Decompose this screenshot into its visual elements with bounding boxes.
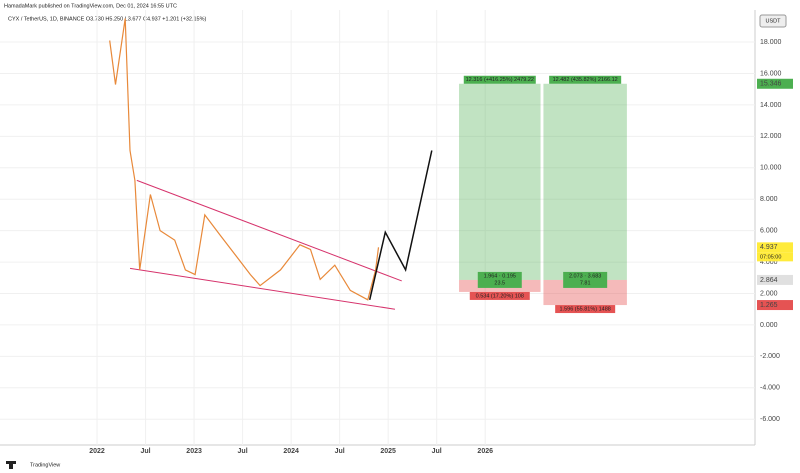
- ratio-sub: 23.5: [494, 280, 505, 286]
- legend: CYX / TetherUS, 1D, BINANCE O3.730 H5.25…: [8, 16, 206, 22]
- x-tick-label: 2023: [186, 448, 202, 455]
- profit-zone: [543, 83, 627, 280]
- trendline: [129, 267, 396, 310]
- y-tick-label: 14.000: [760, 102, 782, 109]
- y-tick-label: 18.000: [760, 39, 782, 46]
- header: HamadaMark published on TradingView.com,…: [4, 3, 177, 9]
- y-tick-label: -6.000: [760, 416, 780, 423]
- x-tick-label: Jul: [335, 448, 345, 455]
- countdown-box: [757, 252, 793, 262]
- stop-badge: 1.265: [760, 302, 778, 309]
- entry-badge: 2.864: [760, 277, 778, 284]
- price-line: [109, 18, 380, 301]
- y-tick-label: 10.000: [760, 165, 782, 172]
- price-line: [368, 150, 433, 300]
- logo: [6, 461, 16, 469]
- ratio-sub: 7.81: [580, 280, 591, 286]
- x-tick-label: Jul: [238, 448, 248, 455]
- ratio-box: [563, 271, 608, 288]
- y-tick-label: 12.000: [760, 133, 782, 140]
- countdown: 07:05:00: [760, 254, 781, 260]
- x-tick-label: 2024: [283, 448, 299, 455]
- stop-label-box: [469, 291, 530, 300]
- x-tick-label: 2025: [380, 448, 396, 455]
- ratio-label: 1.964 · 0.195: [484, 273, 516, 279]
- ratio-box: [477, 271, 522, 288]
- stop-label-box: [555, 305, 616, 314]
- y-tick-label: 4.000: [760, 259, 778, 266]
- stop-badge-box: [757, 300, 793, 311]
- target-badge: 15.346: [760, 81, 782, 88]
- target-label: 12.482 (435.82%) 2166.12: [553, 77, 618, 83]
- target-badge-box: [757, 78, 793, 89]
- y-tick-label: -4.000: [760, 385, 780, 392]
- profit-zone: [459, 83, 541, 280]
- last-price-badge: 4.937: [760, 244, 778, 251]
- y-tick-label: 0.000: [760, 322, 778, 329]
- ratio-label: 2.073 · 3.683: [569, 273, 601, 279]
- target-label-box: [549, 75, 622, 84]
- currency: USDT: [766, 18, 782, 24]
- x-tick-label: Jul: [432, 448, 442, 455]
- stop-label: 1.596 (55.81%) 1488: [559, 307, 610, 313]
- x-tick-label: 2022: [89, 448, 105, 455]
- y-tick-label: 6.000: [760, 227, 778, 234]
- y-tick-label: 16.000: [760, 70, 782, 77]
- footer: TradingView: [30, 462, 60, 468]
- y-tick-label: 8.000: [760, 196, 778, 203]
- x-tick-label: 2026: [477, 448, 493, 455]
- y-tick-label: -2.000: [760, 353, 780, 360]
- currency-box: [759, 14, 787, 28]
- x-tick-label: Jul: [141, 448, 151, 455]
- last-price-badge-box: [757, 242, 793, 253]
- entry-badge-box: [757, 274, 793, 285]
- target-label: 12.316 (+416.25%) 2479.22: [466, 77, 534, 83]
- trendline: [136, 179, 402, 282]
- stop-label: 0.534 (17.20%) 108: [476, 293, 524, 299]
- target-label-box: [463, 75, 536, 84]
- y-tick-label: 2.000: [760, 290, 778, 297]
